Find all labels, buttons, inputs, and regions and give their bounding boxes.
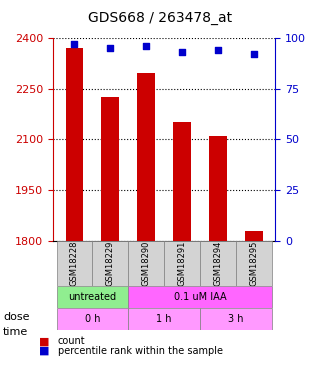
Text: time: time (3, 327, 29, 337)
Text: 3 h: 3 h (228, 314, 244, 324)
Text: GSM18291: GSM18291 (178, 241, 187, 286)
Text: ■: ■ (39, 336, 49, 346)
FancyBboxPatch shape (200, 308, 272, 330)
FancyBboxPatch shape (236, 241, 272, 285)
Point (179, 49, 185, 55)
Text: percentile rank within the sample: percentile rank within the sample (58, 346, 223, 355)
Text: untreated: untreated (68, 292, 117, 302)
FancyBboxPatch shape (56, 285, 128, 308)
Bar (65, 48, 83, 241)
Text: 0 h: 0 h (85, 314, 100, 324)
FancyBboxPatch shape (56, 308, 128, 330)
Point (251, 51, 256, 57)
FancyBboxPatch shape (200, 241, 236, 285)
Text: count: count (58, 336, 85, 346)
FancyBboxPatch shape (56, 241, 92, 285)
Text: GSM18228: GSM18228 (70, 240, 79, 286)
Text: GSM18290: GSM18290 (142, 241, 151, 286)
Text: GSM18294: GSM18294 (213, 241, 222, 286)
Text: 1 h: 1 h (156, 314, 172, 324)
Text: ■: ■ (39, 346, 49, 355)
Text: GDS668 / 263478_at: GDS668 / 263478_at (89, 11, 232, 25)
Point (72, 41, 77, 47)
FancyBboxPatch shape (92, 241, 128, 285)
Point (108, 45, 113, 51)
Point (143, 43, 149, 49)
Bar (137, 74, 155, 241)
FancyBboxPatch shape (128, 308, 200, 330)
Bar (101, 97, 119, 241)
FancyBboxPatch shape (164, 241, 200, 285)
Text: GSM18295: GSM18295 (249, 241, 258, 286)
FancyBboxPatch shape (128, 285, 272, 308)
Text: 0.1 uM IAA: 0.1 uM IAA (174, 292, 226, 302)
Point (215, 47, 221, 53)
FancyBboxPatch shape (128, 241, 164, 285)
Bar (173, 123, 191, 241)
Text: GSM18229: GSM18229 (106, 241, 115, 286)
Text: dose: dose (3, 312, 30, 322)
Bar (245, 231, 263, 241)
Bar (209, 136, 227, 241)
